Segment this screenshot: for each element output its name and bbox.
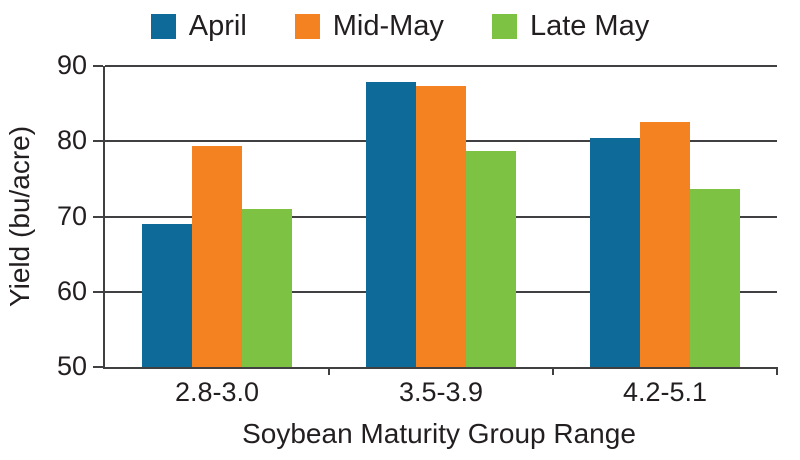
- y-tick-label: 50: [56, 351, 87, 381]
- bar-late-may: [466, 151, 516, 367]
- bar-late-may: [690, 188, 740, 367]
- x-tick-mark: [776, 367, 778, 375]
- legend-item-april: April: [150, 10, 247, 42]
- bar-group-2.8-3.0: [105, 66, 329, 367]
- x-tick-mark: [327, 367, 330, 375]
- gridline-y-90: [105, 65, 777, 67]
- legend-item-late-may: Late May: [491, 10, 650, 42]
- legend-label: Late May: [529, 10, 650, 42]
- legend-item-mid-may: Mid-May: [294, 10, 444, 42]
- x-axis-title: Soybean Maturity Group Range: [242, 418, 636, 449]
- x-category-label: 4.2-5.1: [622, 377, 708, 407]
- x-category-label: 3.5-3.9: [398, 377, 484, 407]
- y-tick-label: 90: [56, 50, 87, 80]
- legend-label: April: [188, 10, 247, 42]
- x-category-label: 2.8-3.0: [174, 377, 260, 407]
- bar-group-4.2-5.1: [553, 66, 777, 367]
- bar-mid-may: [192, 145, 242, 367]
- bar-group-3.5-3.9: [329, 66, 553, 367]
- y-tick-mark: [93, 290, 103, 293]
- bar-mid-may: [640, 122, 690, 367]
- legend-swatch-icon: [150, 14, 176, 39]
- bar-late-may: [242, 208, 292, 367]
- legend-swatch-icon: [491, 14, 517, 39]
- bar-april: [590, 137, 640, 367]
- y-tick-mark: [93, 140, 103, 143]
- chart-legend: April Mid-May Late May: [0, 12, 800, 41]
- bar-april: [366, 81, 416, 367]
- y-tick-mark: [93, 366, 103, 368]
- x-tick-mark: [551, 367, 554, 375]
- y-tick-mark: [93, 215, 103, 218]
- legend-swatch-icon: [294, 14, 320, 39]
- bar-april: [142, 224, 192, 367]
- y-axis-title: Yield (bu/acre): [4, 125, 35, 308]
- y-tick-label: 70: [56, 200, 87, 231]
- legend-label: Mid-May: [332, 10, 444, 42]
- y-tick-mark: [93, 65, 103, 67]
- y-tick-label: 60: [56, 275, 87, 306]
- bar-mid-may: [416, 85, 466, 367]
- y-tick-label: 80: [56, 125, 87, 156]
- plot-area: 50 60 70 80 90 2.8-3.0 3.5-3.9 4.2-5.1: [57, 52, 778, 406]
